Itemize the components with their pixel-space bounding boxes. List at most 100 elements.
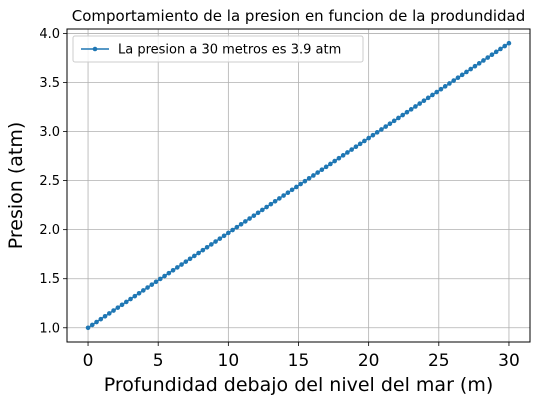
legend-marker-sample	[92, 46, 98, 52]
data-point	[417, 101, 422, 106]
data-point	[217, 236, 223, 241]
data-point	[328, 161, 333, 167]
x-tick-label: 10	[218, 351, 240, 371]
data-point	[294, 184, 299, 190]
data-point	[370, 132, 376, 138]
data-point	[90, 322, 95, 328]
y-tick-label: 2.0	[39, 223, 60, 238]
data-point	[170, 267, 176, 273]
data-point	[357, 141, 363, 147]
chart-title: Comportamiento de la presion en funcion …	[72, 7, 526, 25]
data-point	[404, 109, 410, 115]
data-point	[272, 199, 278, 204]
data-point	[374, 130, 380, 135]
data-point	[459, 72, 465, 78]
data-point	[332, 158, 337, 164]
data-point	[132, 293, 138, 299]
data-point	[451, 78, 456, 83]
data-point	[277, 196, 282, 201]
data-point	[413, 104, 418, 109]
data-point	[260, 207, 265, 213]
data-point	[213, 239, 218, 244]
data-point	[447, 81, 452, 86]
data-point	[400, 112, 405, 118]
x-tick-label: 0	[83, 351, 94, 371]
data-point	[464, 69, 469, 75]
legend: La presion a 30 metros es 3.9 atm	[72, 35, 364, 63]
data-point	[298, 181, 303, 187]
data-point	[141, 288, 146, 293]
data-point	[391, 118, 397, 124]
data-point	[204, 245, 210, 250]
data-point	[247, 216, 252, 221]
data-point	[196, 250, 201, 256]
data-point	[502, 43, 508, 49]
x-axis-title: Profundidad debajo del nivel del mar (m)	[104, 374, 494, 396]
data-point	[489, 52, 495, 58]
data-point	[209, 242, 214, 247]
y-tick-label: 4.0	[39, 27, 60, 42]
data-point	[383, 124, 388, 129]
data-point	[302, 178, 308, 184]
data-point	[179, 262, 184, 267]
y-tick-label: 1.0	[39, 321, 60, 336]
y-tick-label: 1.5	[39, 272, 60, 287]
data-point	[362, 138, 367, 144]
data-point	[166, 270, 172, 276]
data-point	[85, 325, 91, 331]
data-point	[281, 193, 286, 198]
data-point	[493, 49, 499, 55]
data-point	[183, 259, 189, 264]
data-point	[238, 222, 244, 227]
data-point	[481, 58, 486, 63]
x-tick-label: 20	[358, 351, 380, 371]
data-point	[115, 305, 121, 310]
data-point	[285, 190, 291, 195]
y-tick-label: 3.0	[39, 125, 60, 140]
data-point	[498, 46, 503, 52]
data-point	[319, 167, 325, 172]
data-point	[192, 253, 197, 259]
data-point	[145, 285, 150, 290]
y-axis-title: Presion (atm)	[5, 122, 27, 250]
data-point	[345, 150, 350, 155]
data-point	[340, 153, 346, 158]
data-point	[366, 135, 371, 141]
data-point	[175, 265, 180, 270]
data-point	[408, 107, 414, 112]
data-point	[251, 213, 257, 218]
data-point	[119, 302, 125, 308]
data-point	[306, 176, 312, 181]
axis-ticks: 0 5 10 15 20 25 30 1.0 1.5 2.0 2.5 3.0 3.5 4.0	[39, 27, 519, 371]
data-point	[438, 86, 444, 92]
data-point	[468, 66, 473, 72]
x-tick-label: 25	[428, 351, 450, 371]
data-point	[425, 95, 431, 101]
data-point	[485, 55, 491, 60]
data-point	[387, 121, 393, 126]
data-point	[289, 187, 295, 193]
data-point	[221, 233, 227, 239]
series-line-1	[87, 42, 510, 329]
data-point	[506, 40, 512, 46]
x-tick-label: 30	[498, 351, 520, 371]
data-point	[98, 316, 104, 322]
data-point	[268, 201, 274, 207]
data-point	[264, 204, 269, 210]
data-point	[455, 75, 461, 81]
data-point	[226, 230, 231, 236]
y-tick-label: 3.5	[39, 76, 60, 91]
data-point	[255, 210, 261, 216]
x-tick-label: 5	[153, 351, 164, 371]
data-point	[230, 227, 235, 233]
data-point	[158, 276, 163, 282]
data-point	[349, 147, 354, 152]
data-point	[353, 144, 359, 149]
y-tick-label: 2.5	[39, 174, 60, 189]
data-point	[149, 282, 155, 287]
legend-box	[72, 35, 364, 63]
data-point	[472, 63, 478, 69]
data-point	[311, 173, 316, 178]
data-point	[434, 89, 439, 95]
